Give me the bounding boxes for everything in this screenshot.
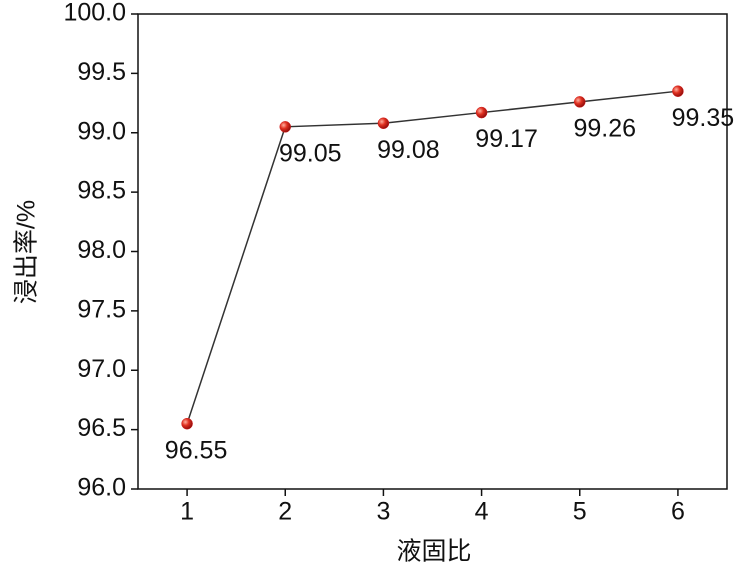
x-axis-label: 液固比 (396, 538, 471, 566)
x-tick-label: 5 (573, 498, 587, 526)
y-tick-label: 96.0 (77, 474, 126, 502)
x-tick-label: 1 (180, 498, 194, 526)
plot-frame (137, 13, 728, 490)
y-axis-label: 浸出率/% (13, 200, 41, 304)
y-tick-label: 98.0 (77, 236, 126, 264)
y-tick-label: 96.5 (77, 414, 126, 442)
y-tick-label: 97.0 (77, 355, 126, 383)
data-label: 99.35 (672, 104, 735, 132)
data-point (279, 121, 291, 133)
y-tick-label: 100.0 (63, 0, 126, 27)
data-point (181, 417, 193, 430)
x-tick-label: 6 (671, 498, 685, 526)
x-tick-label: 2 (278, 498, 292, 526)
data-point (475, 106, 488, 119)
y-tick-label: 97.5 (77, 295, 126, 323)
x-tick-label: 4 (475, 498, 489, 526)
data-label: 96.55 (165, 436, 228, 464)
data-point (574, 96, 586, 108)
data-label: 99.05 (279, 139, 342, 167)
data-label: 99.26 (573, 114, 636, 142)
data-label: 99.08 (377, 136, 440, 164)
data-label: 99.17 (475, 125, 538, 153)
x-tick-label: 3 (376, 498, 390, 526)
y-tick-label: 99.5 (77, 58, 126, 86)
series-line (186, 90, 678, 424)
data-point (377, 117, 390, 129)
y-tick-label: 99.0 (77, 117, 126, 145)
y-tick-label: 98.5 (77, 177, 126, 205)
data-point (672, 85, 684, 97)
